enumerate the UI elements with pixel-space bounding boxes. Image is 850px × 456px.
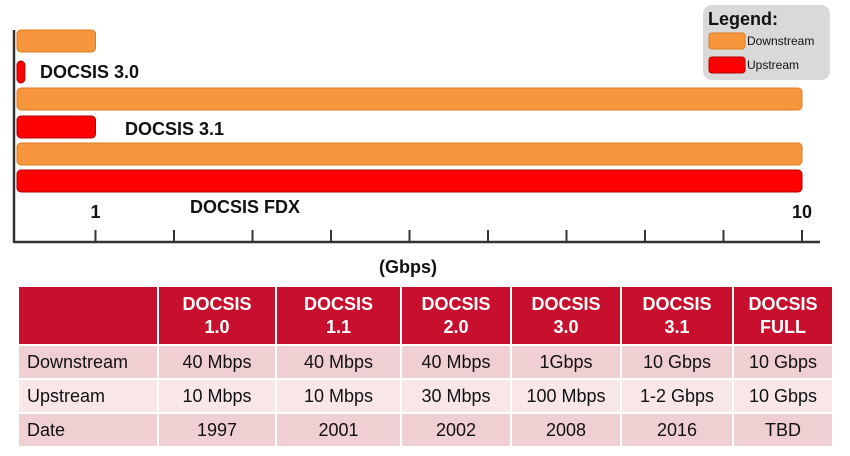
legend-label: Downstream xyxy=(747,34,814,48)
column-header-text: DOCSIS 3.1 xyxy=(642,293,712,337)
table-cell: 10 Gbps xyxy=(620,344,734,380)
chart: (Gbps) 1 10 DOCSIS 3.0 DOCSIS 3.1 DOCSIS FDX… xyxy=(12,5,830,277)
table-cell: 2016 xyxy=(620,412,734,448)
table-cell: 100 Mbps xyxy=(510,378,622,414)
column-header: DOCSIS FULL xyxy=(732,285,834,346)
x-axis-label: (Gbps) xyxy=(379,257,437,277)
column-header: DOCSIS 3.0 xyxy=(510,285,622,346)
category-label: DOCSIS 3.0 xyxy=(40,62,139,82)
column-header-text: DOCSIS 2.0 xyxy=(421,293,491,337)
column-header: DOCSIS 2.0 xyxy=(400,285,512,346)
table-cell: 1-2 Gbps xyxy=(620,378,734,414)
table-cell: 40 Mbps xyxy=(157,344,277,380)
row-header: Upstream xyxy=(17,378,159,414)
table-cell: 40 Mbps xyxy=(400,344,512,380)
bar xyxy=(16,87,803,111)
bar xyxy=(16,169,803,193)
table-cell: 10 Gbps xyxy=(732,344,834,380)
legend-swatch xyxy=(708,56,746,74)
column-header: DOCSIS 1.0 xyxy=(157,285,277,346)
table-cell: 1Gbps xyxy=(510,344,622,380)
column-header-text: DOCSIS 1.0 xyxy=(182,293,252,337)
column-header: DOCSIS 1.1 xyxy=(275,285,402,346)
row-header: Downstream xyxy=(17,344,159,380)
table-cell: 10 Mbps xyxy=(275,378,402,414)
legend-swatch xyxy=(708,32,746,50)
table-row: Upstream 10 Mbps 10 Mbps 30 Mbps 100 Mbps 1-2… xyxy=(17,378,834,414)
x-tick-label: 1 xyxy=(90,202,100,222)
bar xyxy=(16,60,26,84)
table-cell: 40 Mbps xyxy=(275,344,402,380)
bar xyxy=(16,29,96,53)
table-row: Date 1997 2001 2002 2008 2016 TBD xyxy=(17,412,834,448)
bar xyxy=(16,115,96,139)
legend-label: Upstream xyxy=(747,58,799,72)
table-cell: 2002 xyxy=(400,412,512,448)
bar xyxy=(16,142,803,166)
column-header-text: DOCSIS FULL xyxy=(748,293,818,337)
column-header: DOCSIS 3.1 xyxy=(620,285,734,346)
header-row: DOCSIS 1.0 DOCSIS 1.1 DOCSIS 2.0 DOCSIS 3.0… xyxy=(17,285,834,346)
column-header-text: DOCSIS 3.0 xyxy=(531,293,601,337)
category-label: DOCSIS 3.1 xyxy=(125,119,224,139)
category-label: DOCSIS FDX xyxy=(190,197,300,217)
table-row: Downstream 40 Mbps 40 Mbps 40 Mbps 1Gbps 10 G… xyxy=(17,344,834,380)
table-cell: 2008 xyxy=(510,412,622,448)
table-cell: 10 Mbps xyxy=(157,378,277,414)
table-cell: 10 Gbps xyxy=(732,378,834,414)
legend-title: Legend: xyxy=(708,9,778,29)
column-header-text: DOCSIS 1.1 xyxy=(303,293,373,337)
spec-table: DOCSIS 1.0 DOCSIS 1.1 DOCSIS 2.0 DOCSIS 3.0… xyxy=(17,285,834,448)
table-cell: TBD xyxy=(732,412,834,448)
table-cell: 30 Mbps xyxy=(400,378,512,414)
corner-cell xyxy=(17,285,159,346)
row-header: Date xyxy=(17,412,159,448)
x-tick-label: 10 xyxy=(792,202,812,222)
table-cell: 1997 xyxy=(157,412,277,448)
table-cell: 2001 xyxy=(275,412,402,448)
